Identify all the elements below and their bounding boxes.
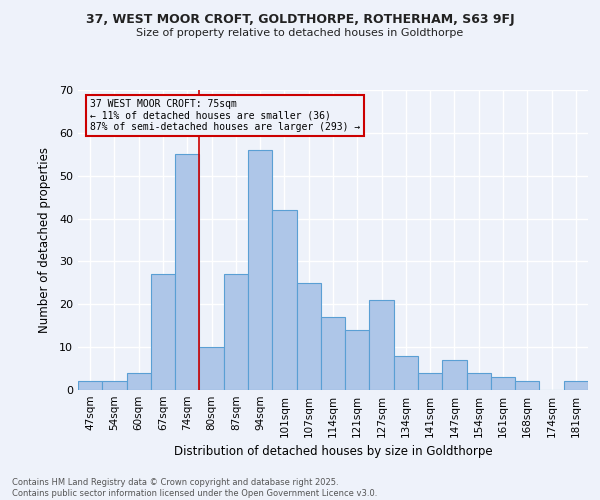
Text: 37 WEST MOOR CROFT: 75sqm
← 11% of detached houses are smaller (36)
87% of semi-: 37 WEST MOOR CROFT: 75sqm ← 11% of detac…: [90, 98, 361, 132]
Bar: [345, 330, 370, 390]
Text: Size of property relative to detached houses in Goldthorpe: Size of property relative to detached ho…: [136, 28, 464, 38]
Bar: [370, 300, 394, 390]
Bar: [272, 210, 296, 390]
Bar: [199, 347, 224, 390]
Bar: [78, 382, 102, 390]
Bar: [564, 382, 588, 390]
Text: Contains HM Land Registry data © Crown copyright and database right 2025.
Contai: Contains HM Land Registry data © Crown c…: [12, 478, 377, 498]
Text: 37, WEST MOOR CROFT, GOLDTHORPE, ROTHERHAM, S63 9FJ: 37, WEST MOOR CROFT, GOLDTHORPE, ROTHERH…: [86, 12, 514, 26]
Bar: [296, 283, 321, 390]
Bar: [127, 373, 151, 390]
Bar: [224, 274, 248, 390]
Bar: [102, 382, 127, 390]
Bar: [491, 377, 515, 390]
Y-axis label: Number of detached properties: Number of detached properties: [38, 147, 50, 333]
Bar: [418, 373, 442, 390]
Bar: [515, 382, 539, 390]
Bar: [175, 154, 199, 390]
Bar: [394, 356, 418, 390]
Bar: [151, 274, 175, 390]
Bar: [442, 360, 467, 390]
Bar: [248, 150, 272, 390]
Bar: [321, 317, 345, 390]
X-axis label: Distribution of detached houses by size in Goldthorpe: Distribution of detached houses by size …: [173, 446, 493, 458]
Bar: [467, 373, 491, 390]
